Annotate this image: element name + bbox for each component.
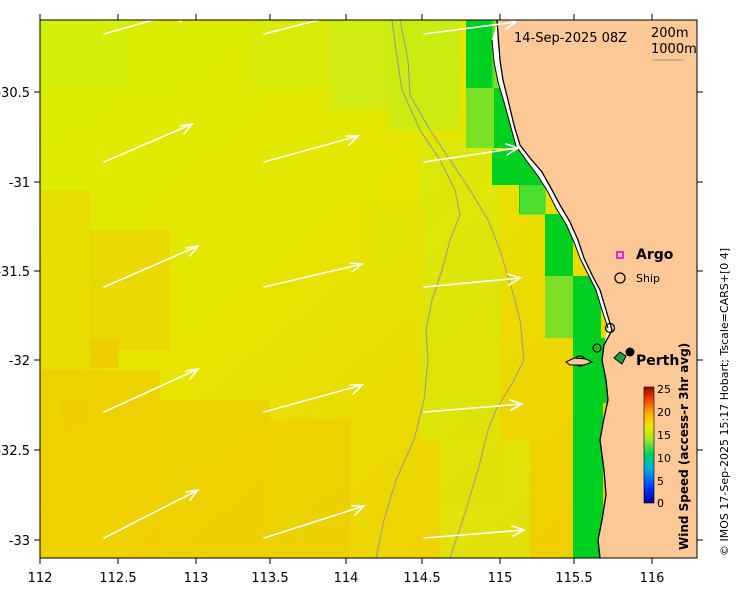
ship-label: Ship [636, 272, 660, 285]
coastline [496, 20, 613, 558]
wind-arrow [423, 399, 524, 413]
wind-arrow [263, 505, 366, 539]
date-label: 14-Sep-2025 08Z [514, 31, 627, 46]
y-tick: -31 [9, 176, 30, 191]
y-tick: -32 [9, 354, 30, 369]
y-tick-labels: -30.5 -31 -31.5 -32 -32.5 -33 [0, 86, 30, 549]
axis-ticks [34, 14, 703, 564]
x-tick: 114 [334, 571, 359, 586]
wind-arrow [423, 20, 518, 35]
plot-frame [39, 19, 698, 559]
x-tick: 113 [184, 571, 209, 586]
perth-marker [625, 347, 635, 357]
wind-arrow [423, 525, 526, 539]
wind-arrow [423, 273, 522, 288]
wind-arrow [263, 20, 323, 35]
wind-arrows [103, 20, 526, 539]
x-tick: 113.5 [251, 571, 288, 586]
wind-arrow [103, 244, 200, 288]
colorbar-ticks: 25 20 15 10 5 0 [657, 383, 671, 510]
cb-tick-15: 15 [657, 429, 671, 442]
contour-200m [399, 20, 525, 558]
wind-arrow [103, 122, 194, 163]
x-tick: 112.5 [99, 571, 136, 586]
wind-arrow [263, 262, 365, 288]
credit-text: © IMOS 17-Sep-2025 15:17 Hobart; Tscale=… [718, 248, 731, 556]
wind-arrow [103, 367, 200, 413]
colorbar-title: Wind Speed (access-r 3hr avg) [677, 343, 691, 550]
argo-marker [616, 251, 624, 259]
wind-arrow [263, 384, 364, 413]
map-plot-area: 200m 1000m 14-Sep-2025 08Z Argo Ship Per… [40, 20, 697, 558]
x-tick: 112 [28, 571, 53, 586]
x-tick-labels: 112 112.5 113 113.5 114 114.5 115 115.5 … [28, 571, 665, 586]
y-tick: -30.5 [0, 86, 30, 101]
y-tick: -31.5 [0, 265, 30, 280]
x-tick: 114.5 [403, 571, 440, 586]
cb-tick-20: 20 [657, 406, 671, 419]
perth-label: Perth [636, 353, 679, 369]
cb-tick-0: 0 [657, 497, 664, 510]
y-tick: -33 [9, 534, 30, 549]
wind-arrow [103, 20, 183, 35]
colorbar [643, 386, 655, 504]
x-tick: 116 [640, 571, 665, 586]
x-tick: 115.5 [555, 571, 592, 586]
inner-coastline [491, 39, 609, 329]
x-tick: 115 [488, 571, 513, 586]
argo-label: Argo [636, 247, 674, 263]
legend-1000m: 1000m [651, 42, 697, 57]
wind-arrow [263, 135, 360, 163]
wind-arrow [423, 143, 520, 163]
ship-marker [614, 272, 626, 284]
y-tick: -32.5 [0, 444, 30, 459]
cb-tick-25: 25 [657, 383, 671, 396]
rottnest-islands [565, 343, 627, 367]
cb-tick-5: 5 [657, 475, 664, 488]
wind-arrow [103, 488, 200, 539]
cb-tick-10: 10 [657, 452, 671, 465]
legend-200m: 200m [651, 26, 688, 41]
ship-marker-2 [604, 322, 616, 334]
contour-1000m [375, 20, 461, 558]
